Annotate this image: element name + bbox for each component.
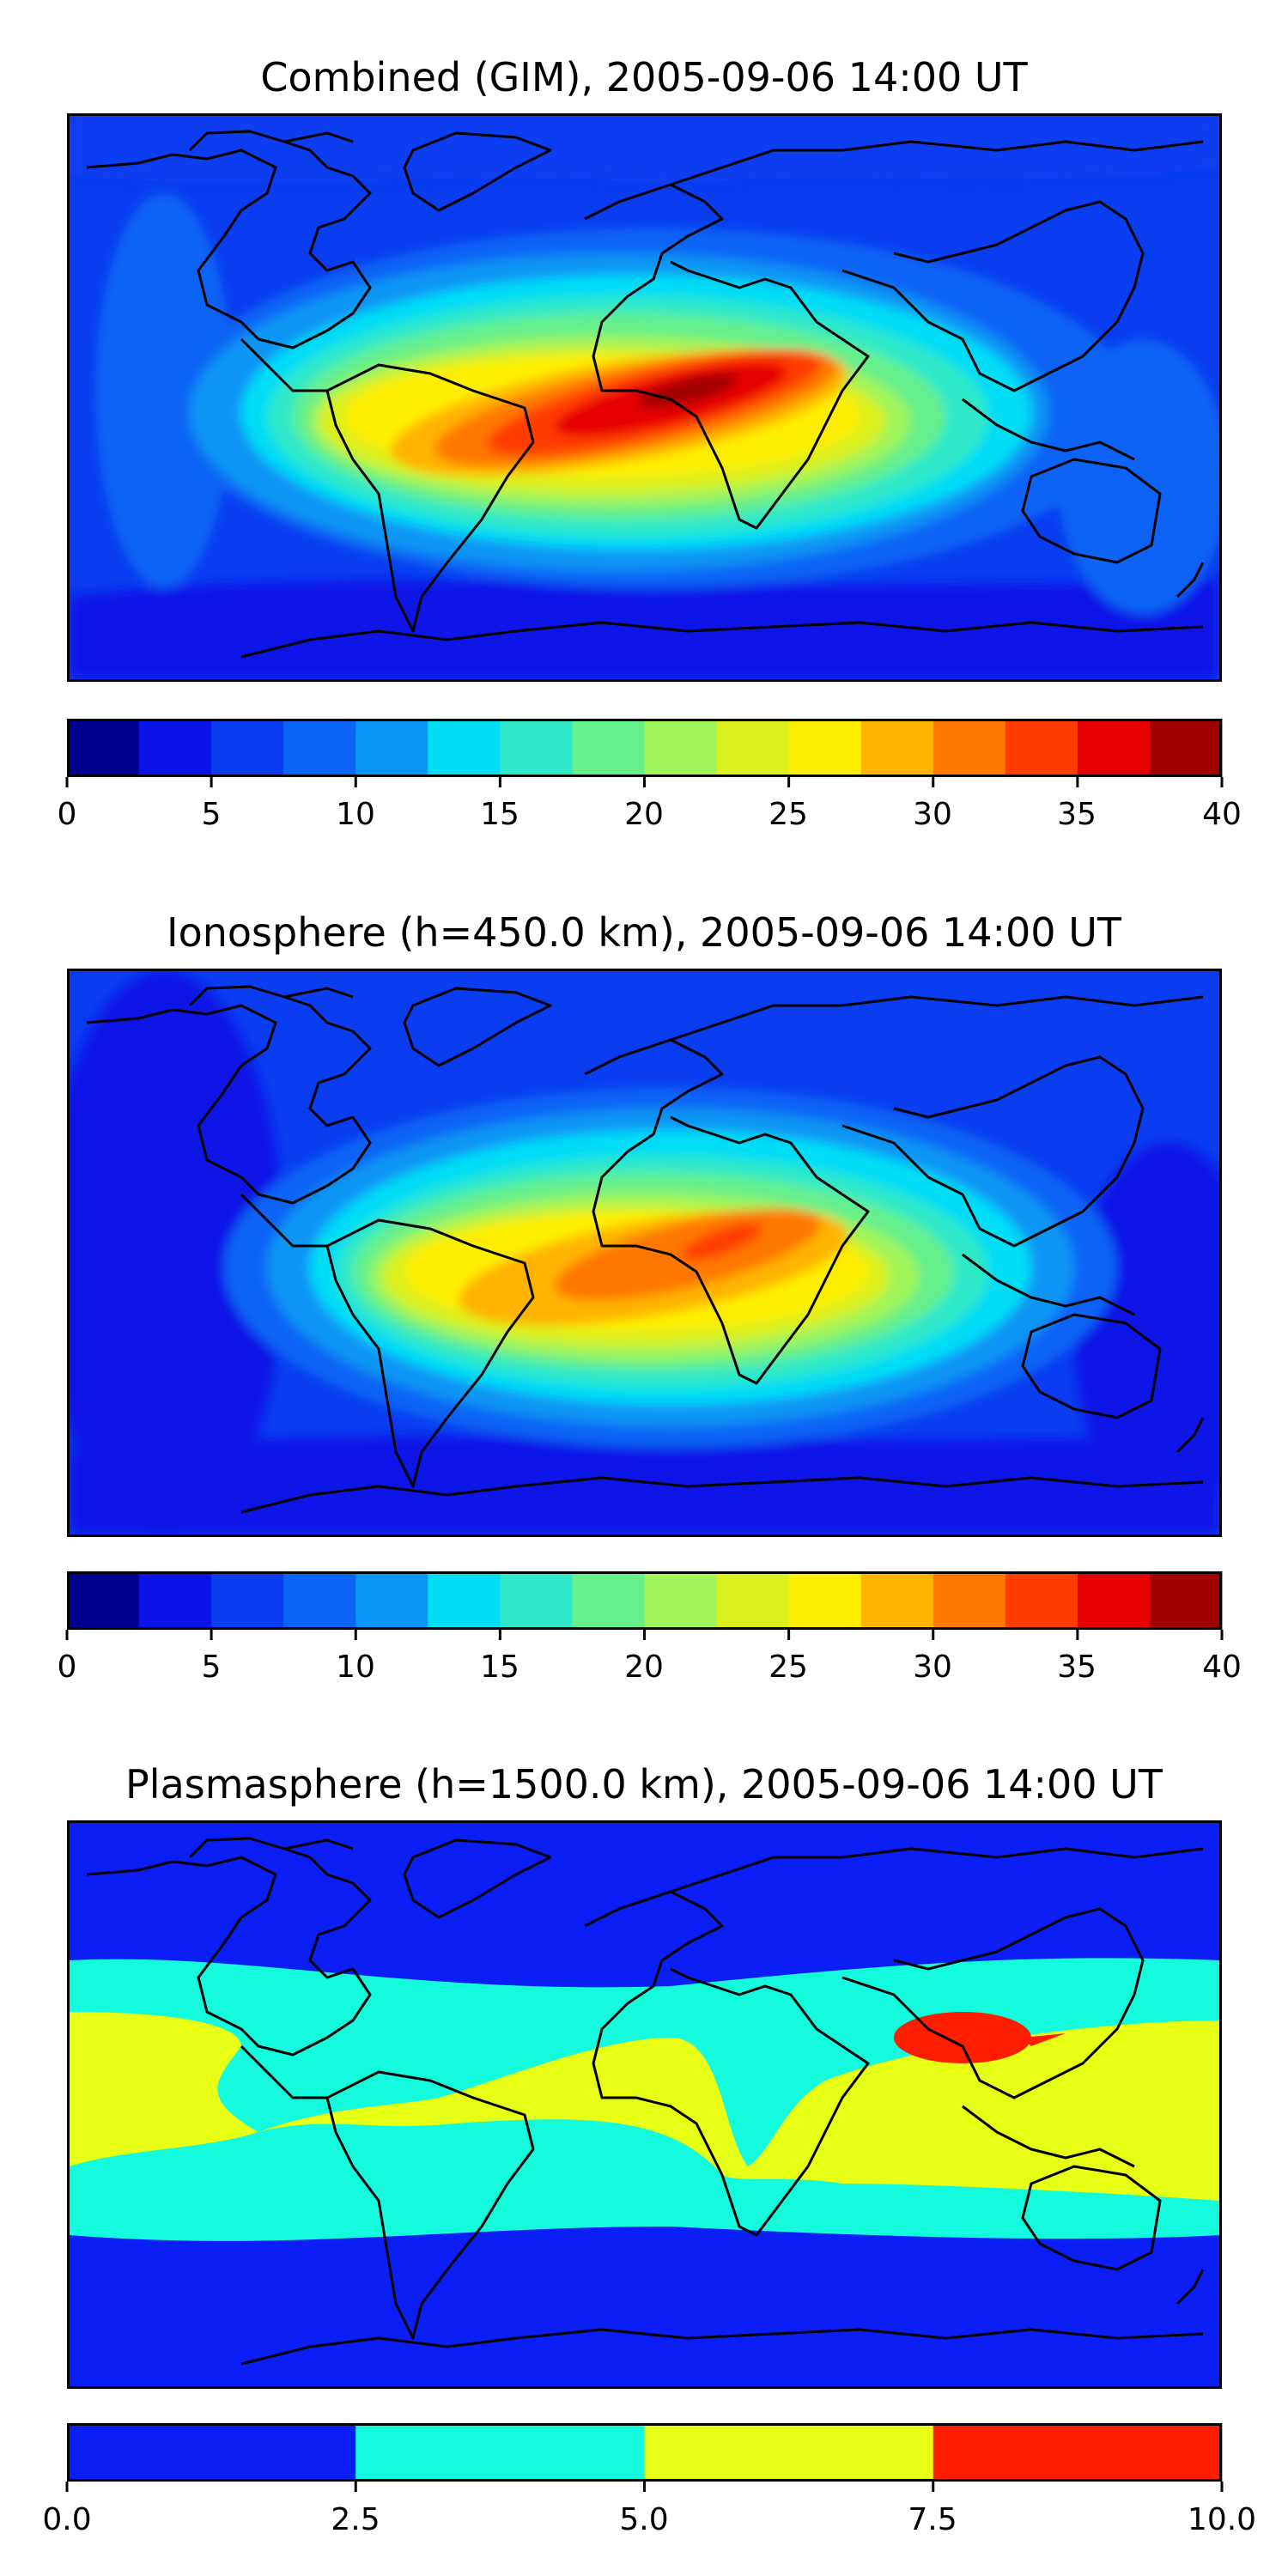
colorbar-segment (67, 719, 140, 777)
colorbar-plasmasphere (65, 2423, 1224, 2492)
tick-label: 25 (769, 797, 808, 832)
colorbar-segment (788, 719, 862, 777)
tick-label: 0 (57, 1649, 77, 1685)
colorbar-segment (211, 1571, 284, 1630)
colorbar-segment (860, 1571, 934, 1630)
colorbar-segment (67, 2423, 356, 2482)
colorbar-border (67, 719, 1222, 777)
colorbar-segment (355, 2423, 645, 2482)
tick-label: 7.5 (908, 2502, 957, 2537)
tick-label: 25 (769, 1649, 808, 1685)
colorbar-svg-ionosphere (65, 1571, 1224, 1640)
colorbar-segment (283, 1571, 356, 1630)
colorbar-segment (1077, 1571, 1151, 1630)
tick-label: 0.0 (42, 2502, 92, 2537)
colorbar-segment (1149, 1571, 1223, 1630)
colorbar-segment (139, 1571, 212, 1630)
tick-label: 30 (913, 797, 952, 832)
colorbar-segment (355, 1571, 428, 1630)
map-ionosphere (67, 969, 1222, 1537)
colorbar-segment (67, 1571, 140, 1630)
colorbar-segment (211, 719, 284, 777)
colorbar-segment (428, 1571, 501, 1630)
colorbar-border (67, 2423, 1222, 2482)
colorbar-segment (933, 719, 1006, 777)
chart-title-ionosphere: Ionosphere (h=450.0 km), 2005-09-06 14:0… (167, 909, 1121, 956)
colorbar-segment (572, 1571, 645, 1630)
colorbar-segment (933, 1571, 1006, 1630)
colorbar-segment (1077, 719, 1151, 777)
tick-label: 40 (1202, 1649, 1242, 1685)
colorbar-ticks-plasmasphere: 0.0 2.5 5.0 7.5 10.0 (42, 2502, 1256, 2540)
colorbar-segment (788, 1571, 862, 1630)
colorbar-segment (644, 719, 718, 777)
chart-title-combined: Combined (GIM), 2005-09-06 14:00 UT (260, 54, 1028, 100)
map-svg-combined (70, 116, 1219, 679)
tick-label: 40 (1202, 797, 1242, 832)
tick-label: 10.0 (1187, 2502, 1257, 2537)
colorbar-segment (1005, 719, 1078, 777)
tick-label: 5 (201, 797, 222, 832)
tick-label: 2.5 (331, 2502, 380, 2537)
colorbar-segment (860, 719, 934, 777)
colorbar-segment (716, 719, 790, 777)
tick-label: 10 (336, 797, 375, 832)
tick-label: 5 (201, 1649, 222, 1685)
colorbar-combined (65, 719, 1224, 787)
tick-label: 5.0 (619, 2502, 669, 2537)
colorbar-segment (644, 2423, 934, 2482)
tick-label: 35 (1057, 1649, 1097, 1685)
colorbar-segment (283, 719, 356, 777)
colorbar-segment (933, 2423, 1223, 2482)
colorbar-ticks-ionosphere: 0 5 10 15 20 25 30 35 40 (58, 1649, 1242, 1687)
colorbar-segment (716, 1571, 790, 1630)
colorbar-segment (428, 719, 501, 777)
tick-label: 35 (1057, 797, 1097, 832)
colorbar-border (67, 1571, 1222, 1630)
colorbar-segment (1149, 719, 1223, 777)
tick-label: 0 (57, 797, 77, 832)
map-svg-plasmasphere (70, 1823, 1219, 2386)
tick-label: 30 (913, 1649, 952, 1685)
colorbar-ionosphere (65, 1571, 1224, 1640)
tick-label: 15 (480, 797, 519, 832)
colorbar-ticks-combined: 0 5 10 15 20 25 30 35 40 (58, 797, 1242, 835)
colorbar-svg-plasmasphere (65, 2423, 1224, 2492)
map-combined (67, 113, 1222, 682)
chart-title-plasmasphere: Plasmasphere (h=1500.0 km), 2005-09-06 1… (125, 1761, 1163, 1807)
colorbar-segment (500, 719, 573, 777)
tick-label: 20 (624, 797, 664, 832)
tick-label: 20 (624, 1649, 664, 1685)
colorbar-segment (644, 1571, 718, 1630)
colorbar-segment (500, 1571, 573, 1630)
tick-label: 15 (480, 1649, 519, 1685)
tick-label: 10 (336, 1649, 375, 1685)
colorbar-segment (572, 719, 645, 777)
colorbar-segment (1005, 1571, 1078, 1630)
map-svg-ionosphere (70, 971, 1219, 1534)
colorbar-svg-combined (65, 719, 1224, 787)
colorbar-segment (139, 719, 212, 777)
map-plasmasphere (67, 1820, 1222, 2389)
colorbar-segment (355, 719, 428, 777)
